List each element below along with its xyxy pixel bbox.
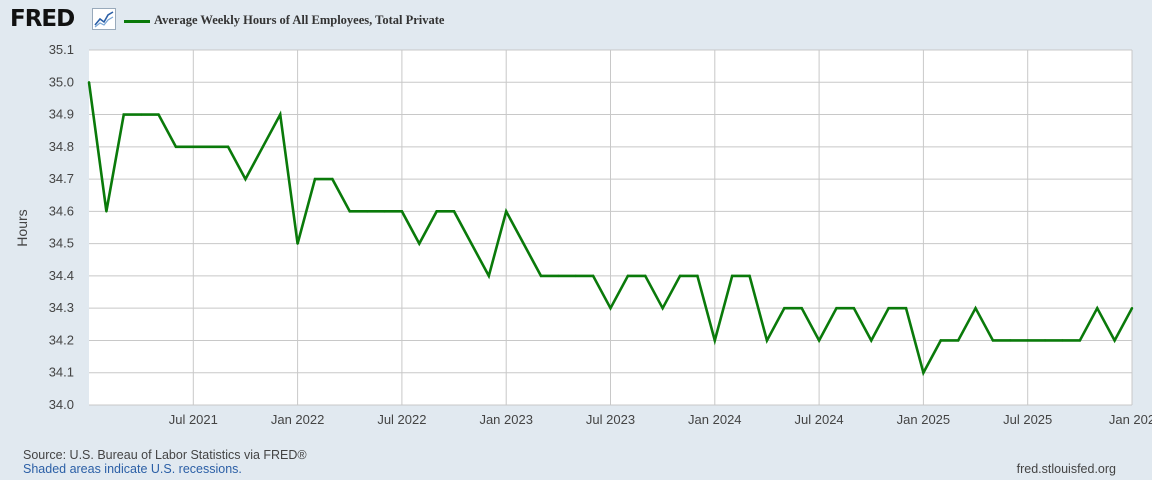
data-point (244, 177, 247, 181)
data-point (887, 306, 890, 310)
x-tick-label: Jan 2024 (688, 412, 742, 427)
data-point (105, 210, 108, 213)
data-point (591, 274, 595, 278)
data-point (400, 210, 404, 213)
data-point (505, 210, 508, 213)
data-point (609, 306, 612, 310)
data-point (852, 306, 856, 310)
data-point (261, 145, 265, 149)
data-point (661, 306, 664, 310)
data-point (626, 274, 630, 278)
data-point (1061, 339, 1064, 342)
data-point (313, 177, 317, 181)
data-point (678, 274, 682, 278)
y-axis-label: Hours (14, 209, 30, 246)
y-tick-label: 34.1 (49, 365, 74, 380)
data-point (1078, 339, 1082, 342)
chart-header: FRED Average Weekly Hours of All Employe… (0, 0, 1152, 40)
data-point (783, 306, 786, 310)
data-point (904, 306, 908, 310)
y-tick-label: 34.8 (49, 139, 74, 154)
data-point (817, 339, 821, 342)
data-point (991, 339, 995, 342)
data-point (226, 145, 230, 149)
footer-url[interactable]: fred.stlouisfed.org (1016, 462, 1116, 476)
x-tick-label: Jul 2021 (169, 412, 218, 427)
data-point (696, 274, 699, 278)
data-point (870, 339, 873, 342)
fred-logo[interactable]: FRED (10, 6, 75, 32)
y-tick-label: 34.5 (49, 236, 74, 251)
data-point (956, 339, 960, 342)
x-tick-label: Jul 2023 (586, 412, 635, 427)
data-point (644, 274, 647, 278)
x-tick-label: Jan 2022 (271, 412, 325, 427)
y-tick-label: 34.4 (49, 268, 74, 283)
data-point (1113, 339, 1116, 342)
data-point (557, 274, 560, 278)
y-tick-label: 34.6 (49, 203, 74, 218)
x-tick-label: Jul 2025 (1003, 412, 1052, 427)
data-point (974, 306, 977, 310)
data-point (365, 210, 369, 213)
data-point (1026, 339, 1029, 342)
data-point (835, 306, 838, 310)
x-tick-label: Jan 2025 (897, 412, 951, 427)
y-tick-label: 34.3 (49, 300, 74, 315)
y-tick-label: 34.9 (49, 107, 74, 122)
data-point (713, 339, 716, 342)
y-tick-label: 35.0 (49, 74, 74, 89)
data-point (452, 210, 456, 213)
data-point (435, 210, 438, 213)
data-point (748, 274, 751, 278)
data-point (296, 242, 299, 245)
x-tick-label: Jul 2024 (795, 412, 844, 427)
data-point (383, 210, 386, 213)
data-point (1096, 306, 1099, 310)
data-point (522, 242, 525, 245)
data-point (1130, 306, 1134, 310)
data-point (574, 274, 577, 278)
data-point (87, 81, 91, 84)
data-point (800, 306, 803, 310)
y-tick-label: 34.0 (49, 397, 74, 412)
data-point (470, 242, 473, 245)
recession-note[interactable]: Shaded areas indicate U.S. recessions. (23, 462, 242, 476)
footer-source: Source: U.S. Bureau of Labor Statistics … (23, 448, 307, 462)
legend-label: Average Weekly Hours of All Employees, T… (154, 13, 445, 27)
data-point (139, 113, 143, 116)
data-point (765, 339, 769, 342)
data-point (122, 113, 125, 116)
x-tick-label: Jul 2022 (377, 412, 426, 427)
data-point (1009, 339, 1012, 342)
data-point (157, 113, 160, 116)
data-points (87, 81, 1134, 374)
data-point (174, 145, 178, 149)
data-point (922, 371, 925, 374)
data-point (192, 145, 195, 149)
data-point (279, 113, 282, 116)
data-point (418, 242, 421, 245)
x-tick-label: Jan 2023 (479, 412, 533, 427)
data-point (487, 274, 491, 278)
data-point (348, 210, 351, 213)
y-tick-label: 35.1 (49, 42, 74, 57)
data-point (209, 145, 212, 149)
y-tick-label: 34.7 (49, 171, 74, 186)
x-tick-label: Jan 202 (1109, 412, 1152, 427)
line-chart-icon (92, 8, 116, 30)
line-chart: 35.1 35.0 34.9 34.8 34.7 34.6 34.5 34.4 34.3 34.2… (14, 42, 1152, 427)
data-point (539, 274, 543, 278)
data-point (331, 177, 334, 181)
x-axis-ticks: Jul 2021 Jan 2022 Jul 2022 Jan 2023 Jul 2023… (169, 412, 1152, 427)
data-point (1043, 339, 1047, 342)
y-tick-label: 34.2 (49, 332, 74, 347)
legend-swatch (124, 20, 150, 23)
y-axis-ticks: 35.1 35.0 34.9 34.8 34.7 34.6 34.5 34.4 34.3 34.2… (49, 42, 74, 412)
data-point (730, 274, 734, 278)
data-point (939, 339, 942, 342)
